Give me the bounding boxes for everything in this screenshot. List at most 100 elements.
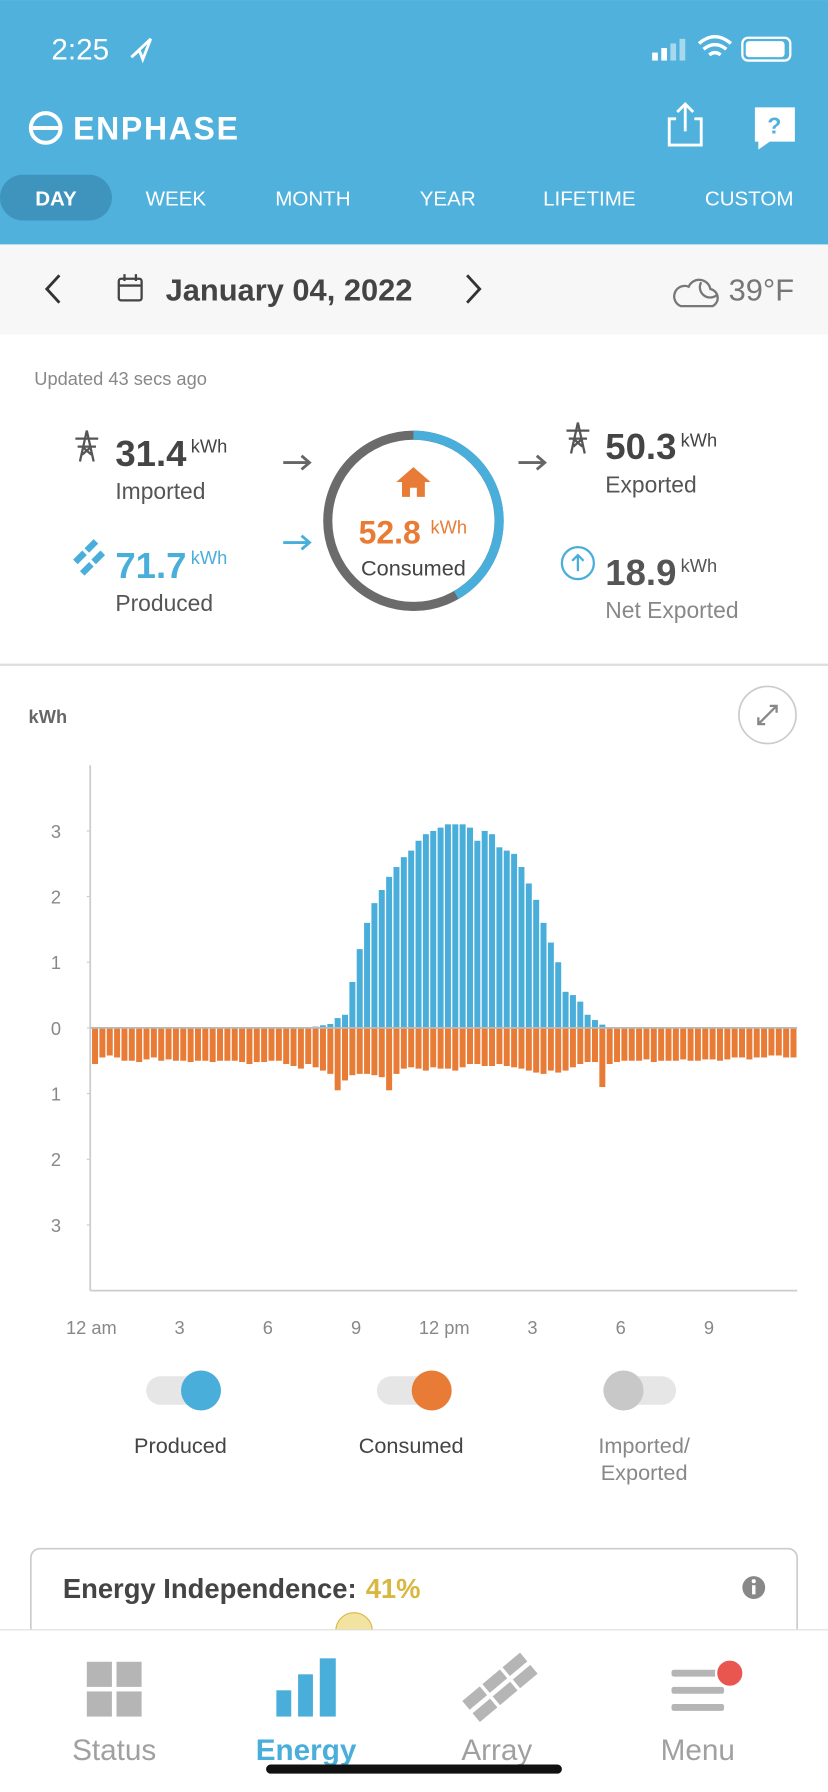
expand-button[interactable]	[738, 685, 797, 745]
bar	[128, 1027, 135, 1061]
bar	[415, 840, 422, 1028]
bar	[452, 1027, 459, 1071]
bar	[224, 1027, 231, 1061]
bar	[371, 903, 378, 1028]
bar	[518, 1027, 525, 1069]
bar	[349, 981, 356, 1028]
imported-value: 31.4	[115, 433, 187, 474]
x-tick-label: 6	[616, 1317, 626, 1338]
updated: Updated 43 secs ago	[34, 368, 207, 389]
bar	[364, 1027, 371, 1074]
bar	[92, 1027, 99, 1065]
bar	[739, 1027, 746, 1058]
bar	[694, 1027, 701, 1061]
tab[interactable]: WEEK	[146, 188, 207, 211]
arrow	[283, 454, 312, 471]
bar	[437, 827, 444, 1028]
legend-label: Consumed	[359, 1433, 464, 1458]
x-tick-label: 9	[704, 1317, 714, 1338]
bar	[511, 1027, 518, 1068]
legend-toggle-knob[interactable]	[181, 1370, 221, 1411]
x-tick-label: 12 am	[66, 1317, 117, 1338]
bar	[253, 1027, 260, 1063]
bar	[569, 995, 576, 1028]
bar	[628, 1027, 635, 1061]
bar	[503, 850, 510, 1028]
bar	[268, 1027, 275, 1061]
bar	[136, 1027, 143, 1063]
exported-value: 50.3	[605, 426, 676, 467]
bar	[290, 1027, 297, 1066]
x-tick-label: 9	[351, 1317, 361, 1338]
nav-item[interactable]: Array	[461, 1734, 532, 1767]
tab[interactable]: MONTH	[275, 188, 350, 211]
y-tick-label: 3	[51, 1215, 61, 1236]
bar	[143, 1027, 150, 1060]
weather: 39°F	[729, 272, 794, 307]
bar	[540, 922, 547, 1028]
bar	[731, 1027, 738, 1058]
bar	[606, 1027, 613, 1065]
nav-item[interactable]: Menu	[661, 1734, 735, 1767]
bar	[194, 1027, 201, 1061]
grid-tower-icon	[566, 422, 590, 454]
bar	[165, 1027, 172, 1060]
bar	[393, 867, 400, 1028]
imported-label: Imported	[115, 478, 205, 504]
bar	[408, 850, 415, 1028]
bar	[99, 1027, 106, 1058]
bar	[489, 1027, 496, 1066]
bar	[106, 1027, 113, 1056]
bar	[114, 1027, 121, 1058]
bar	[702, 1027, 709, 1060]
prev-day[interactable]	[44, 274, 61, 304]
bar	[783, 1027, 790, 1058]
solar-icon	[73, 539, 106, 576]
bar	[680, 1027, 687, 1060]
bar	[753, 1027, 760, 1058]
bar	[599, 1024, 606, 1028]
bar	[525, 883, 532, 1028]
exported-unit: kWh	[681, 430, 718, 451]
tab[interactable]: LIFETIME	[543, 188, 635, 211]
bar	[356, 949, 363, 1028]
chart: 3 2 1 0 1 2 3 12 am 3 6 9 12 pm 3 6 9	[51, 765, 798, 1338]
net-icon-arrow	[571, 553, 585, 572]
share-button[interactable]	[667, 101, 703, 147]
brand: ENPHASE	[73, 110, 240, 146]
nav-items: Status Energy Array Menu	[72, 1734, 735, 1767]
battery-level	[745, 41, 785, 58]
legend-toggle-knob[interactable]	[603, 1370, 644, 1411]
bar	[687, 1027, 694, 1061]
nav-item[interactable]: Energy	[256, 1734, 357, 1767]
bar	[599, 1027, 606, 1088]
status-time: 2:25	[51, 33, 109, 66]
info-icon-dot	[751, 1579, 756, 1584]
bar	[562, 991, 569, 1028]
nav-item[interactable]: Status	[72, 1734, 156, 1767]
tab[interactable]: CUSTOM	[705, 188, 794, 211]
bar	[790, 1027, 797, 1058]
home-indicator	[266, 1764, 562, 1774]
bar	[452, 824, 459, 1028]
bar	[709, 1027, 716, 1060]
help-button[interactable]: ?	[754, 107, 795, 150]
bar	[511, 853, 518, 1028]
tab[interactable]: DAY	[35, 188, 77, 211]
bar	[437, 1027, 444, 1069]
tab[interactable]: YEAR	[420, 188, 476, 211]
bar	[761, 1027, 768, 1058]
grid-tower-icon	[75, 430, 99, 462]
x-tick-label: 6	[263, 1317, 273, 1338]
bar	[378, 890, 385, 1028]
net-icon	[560, 545, 596, 581]
bar	[371, 1027, 378, 1076]
consumed-label: Consumed	[361, 556, 466, 581]
header-bg	[0, 0, 828, 245]
next-day[interactable]	[466, 274, 482, 304]
produced-label: Produced	[115, 590, 213, 616]
bar	[444, 824, 451, 1028]
legend-toggle-knob[interactable]	[411, 1370, 452, 1411]
bar	[547, 1027, 554, 1071]
bar	[525, 1027, 532, 1071]
